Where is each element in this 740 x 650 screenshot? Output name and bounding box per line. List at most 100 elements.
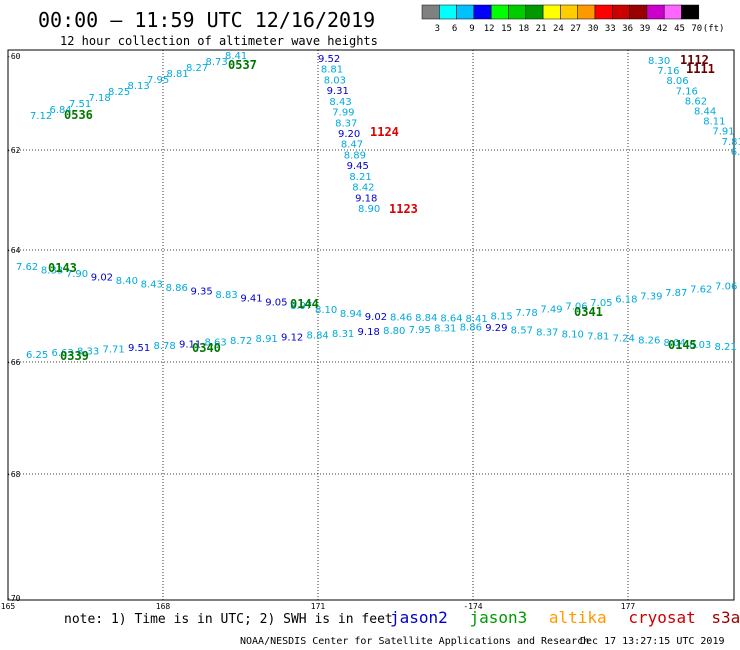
wave-height-label: 8.81	[321, 65, 343, 76]
pass-time-label: 0339	[60, 349, 89, 363]
wave-height-label: 8.13	[128, 81, 150, 92]
pass-time-label: 0341	[574, 305, 603, 319]
wave-height-label: 8.21	[349, 172, 371, 183]
wave-height-label: 8.90	[358, 204, 380, 215]
wave-height-label: 8.21	[715, 342, 737, 353]
pass-time-label: 1112	[680, 53, 709, 67]
wave-height-label: 9.45	[347, 161, 369, 172]
wave-height-label: 7.90	[66, 269, 88, 280]
wave-height-label: 7.06	[715, 281, 737, 292]
wave-height-label: 7.62	[16, 262, 38, 273]
wave-height-label: 8.86	[166, 283, 188, 294]
wave-height-label: 7.99	[332, 108, 354, 119]
wave-height-label: 8.97	[290, 301, 312, 312]
wave-height-label: 6.84	[50, 105, 72, 116]
wave-height-label: 6.25	[26, 350, 48, 361]
wave-height-label: 8.43	[141, 279, 163, 290]
wave-height-label: 8.42	[352, 183, 374, 194]
wave-height-label: 7.16	[676, 86, 698, 97]
wave-height-label: 7.49	[540, 305, 562, 316]
wave-height-label: 9.02	[365, 312, 387, 323]
wave-height-label: 8.11	[703, 117, 725, 128]
legend-cryosat: cryosat	[628, 608, 696, 627]
wave-height-label: 7.62	[690, 285, 712, 296]
wave-height-label: 8.84	[415, 313, 437, 324]
colorbar-label: 45	[674, 24, 685, 34]
pass-time-label: 1124	[370, 125, 399, 139]
wave-height-label: 8.37	[335, 118, 357, 129]
colorbar-label: 27	[570, 24, 581, 34]
lon-label: 171	[311, 602, 326, 610]
wave-height-label: 7.95	[409, 325, 431, 336]
wave-height-label: 8.94	[340, 309, 362, 320]
colorbar-label: 9	[469, 24, 474, 34]
wave-height-label: 8.26	[638, 336, 660, 347]
footer-credit: NOAA/NESDIS Center for Satellite Applica…	[240, 636, 590, 647]
colorbar-swatch	[681, 4, 700, 20]
wave-height-label: 8.31	[434, 324, 456, 335]
wave-height-label: 8.41	[465, 314, 487, 325]
wave-height-label: 8.89	[344, 150, 366, 161]
lon-label: 177	[621, 602, 636, 610]
colorbar-label: 18	[518, 24, 529, 34]
wave-height-label: 8.46	[390, 313, 412, 324]
wave-height-label: 7.71	[103, 345, 125, 356]
wave-height-label: 8.83	[215, 290, 237, 301]
legend-s3a: s3a	[711, 608, 740, 627]
wave-height-label: 8.10	[562, 329, 584, 340]
colorbar-label: 3	[435, 24, 440, 34]
legend-altika: altika	[548, 608, 607, 627]
wave-height-label: 8.47	[341, 140, 363, 151]
page-title: 00:00 – 11:59 UTC 12/16/2019	[38, 8, 376, 32]
wave-height-label: 8.03	[324, 75, 346, 86]
wave-height-label: 8.37	[536, 327, 558, 338]
wave-height-label: 8.10	[315, 305, 337, 316]
colorbar-label: 39	[639, 24, 650, 34]
colorbar-label: 21	[536, 24, 547, 34]
wave-height-label: 8.06	[666, 76, 688, 87]
lat-label: -64	[6, 246, 21, 255]
legend-jason2: jason2	[390, 608, 448, 627]
wave-height-label: 8.04	[664, 338, 686, 349]
pass-time-label: 1111	[686, 62, 715, 76]
wave-height-label: 8.84	[307, 331, 329, 342]
wave-height-label: 8.63	[205, 338, 227, 349]
wave-height-label: 7.95	[147, 75, 169, 86]
lon-label: 165	[1, 602, 16, 610]
lat-label: -68	[6, 470, 21, 479]
wave-height-label: 9.18	[358, 327, 380, 338]
color-scale-bar: 3 6 9 12 15 18 21 24 27 30 33 36 39 42 45 70 (ft)	[421, 4, 725, 34]
colorbar-label: 15	[501, 24, 512, 34]
wave-height-label: 8.72	[230, 336, 252, 347]
footer-timestamp: Dec 17 13:27:15 UTC 2019	[580, 636, 725, 647]
wave-height-label: 8.33	[77, 346, 99, 357]
wave-height-label: 6.63	[52, 348, 74, 359]
wave-height-label: 7.39	[640, 291, 662, 302]
lat-label: -70	[6, 594, 21, 603]
wave-height-label: 7.05	[590, 298, 612, 309]
wave-height-label: 8.15	[490, 311, 512, 322]
wave-height-label: 7.16	[657, 66, 679, 77]
wave-height-label: 9.31	[327, 86, 349, 97]
colorbar-unit: (ft)	[703, 24, 725, 34]
wave-height-label: 8.64	[440, 313, 462, 324]
wave-height-label: 7.24	[613, 334, 635, 345]
wave-height-label: 8.43	[329, 97, 351, 108]
wave-height-label: 9.51	[128, 343, 150, 354]
wave-height-label: 8.86	[460, 322, 482, 333]
colorbar-label: 24	[553, 24, 564, 34]
lon-label: -174	[463, 602, 482, 610]
wave-height-label: 9.29	[485, 323, 507, 334]
wave-height-label: 8.25	[108, 87, 130, 98]
wave-height-label: 9.11	[179, 339, 201, 350]
wave-height-label: 8.41	[225, 51, 247, 62]
wave-height-label: 8.31	[332, 329, 354, 340]
colorbar-label: 30	[588, 24, 599, 34]
lat-label: -66	[6, 358, 21, 367]
wave-height-label: 6.4	[731, 147, 740, 158]
wave-height-label: 9.20	[338, 129, 360, 140]
wave-height-label: 9.52	[318, 54, 340, 65]
wave-height-label: 7.91	[712, 127, 734, 138]
wave-height-label: 8.03	[689, 340, 711, 351]
